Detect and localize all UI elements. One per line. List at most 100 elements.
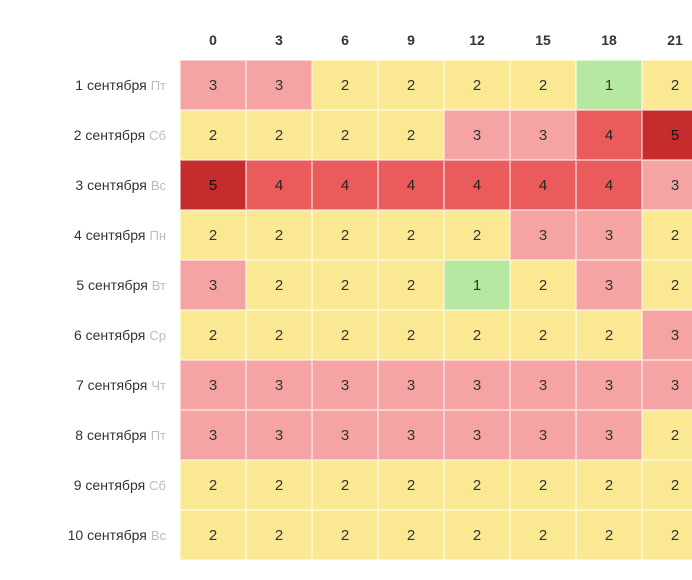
heatmap-cell: 2 — [642, 410, 692, 460]
row-label: 8 сентябряПт — [20, 410, 180, 460]
row-date: 8 сентября — [75, 427, 146, 443]
heatmap-cell: 3 — [444, 360, 510, 410]
row-date: 7 сентября — [76, 377, 147, 393]
heatmap-cell: 2 — [378, 510, 444, 560]
heatmap-cell: 2 — [378, 260, 444, 310]
heatmap-cell: 2 — [378, 210, 444, 260]
heatmap-cell: 2 — [576, 310, 642, 360]
heatmap-cell: 2 — [642, 210, 692, 260]
row-label: 1 сентября Пт — [20, 60, 180, 110]
heatmap-cell: 4 — [444, 160, 510, 210]
heatmap-cell: 4 — [576, 110, 642, 160]
heatmap-cell: 2 — [378, 310, 444, 360]
row-date: 9 сентября — [74, 477, 145, 493]
row-label: 7 сентября Чт — [20, 360, 180, 410]
heatmap-cell: 4 — [246, 160, 312, 210]
heatmap-cell: 2 — [642, 510, 692, 560]
row-label: 2 сентябряСб — [20, 110, 180, 160]
row-dow: Ср — [149, 328, 166, 343]
heatmap-cell: 4 — [312, 160, 378, 210]
heatmap-cell: 2 — [576, 460, 642, 510]
heatmap-cell: 3 — [180, 260, 246, 310]
row-date: 1 сентября — [75, 77, 146, 93]
heatmap-cell: 5 — [642, 110, 692, 160]
heatmap-cell: 3 — [180, 360, 246, 410]
heatmap-cell: 2 — [378, 110, 444, 160]
row-date: 5 сентября — [76, 277, 147, 293]
column-header: 18 — [576, 20, 642, 60]
row-label: 5 сентября Вт — [20, 260, 180, 310]
heatmap-cell: 2 — [312, 460, 378, 510]
row-date: 3 сентября — [75, 177, 146, 193]
heatmap-cell: 3 — [510, 110, 576, 160]
column-header: 3 — [246, 20, 312, 60]
heatmap-cell: 3 — [246, 410, 312, 460]
heatmap-cell: 2 — [510, 60, 576, 110]
heatmap-cell: 3 — [378, 410, 444, 460]
row-dow: Вс — [151, 178, 166, 193]
heatmap-cell: 3 — [576, 360, 642, 410]
column-header: 21 — [642, 20, 692, 60]
heatmap-cell: 3 — [312, 360, 378, 410]
column-header: 0 — [180, 20, 246, 60]
heatmap-cell: 3 — [510, 360, 576, 410]
heatmap-cell: 2 — [312, 110, 378, 160]
column-header: 6 — [312, 20, 378, 60]
row-label: 4 сентябряПн — [20, 210, 180, 260]
heatmap-cell: 2 — [246, 110, 312, 160]
heatmap-cell: 2 — [510, 460, 576, 510]
heatmap-cell: 3 — [642, 360, 692, 410]
heatmap-cell: 2 — [180, 510, 246, 560]
row-date: 2 сентября — [74, 127, 145, 143]
heatmap-cell: 2 — [576, 510, 642, 560]
column-header: 15 — [510, 20, 576, 60]
heatmap-cell: 2 — [312, 60, 378, 110]
heatmap-cell: 2 — [444, 60, 510, 110]
row-dow: Пт — [151, 78, 166, 93]
heatmap-cell: 4 — [378, 160, 444, 210]
heatmap-cell: 3 — [510, 210, 576, 260]
heatmap-cell: 4 — [510, 160, 576, 210]
heatmap-cell: 2 — [642, 460, 692, 510]
heatmap-cell: 3 — [576, 410, 642, 460]
heatmap-cell: 2 — [444, 460, 510, 510]
heatmap-cell: 3 — [180, 410, 246, 460]
heatmap-cell: 2 — [180, 110, 246, 160]
row-dow: Вс — [151, 528, 166, 543]
row-dow: Сб — [149, 478, 166, 493]
heatmap-cell: 3 — [246, 60, 312, 110]
heatmap-cell: 3 — [444, 110, 510, 160]
heatmap-cell: 2 — [312, 210, 378, 260]
heatmap-cell: 2 — [312, 310, 378, 360]
row-label: 9 сентября Сб — [20, 460, 180, 510]
heatmap-cell: 2 — [510, 260, 576, 310]
heatmap-cell: 3 — [576, 210, 642, 260]
heatmap-cell: 3 — [246, 360, 312, 410]
row-dow: Чт — [151, 378, 166, 393]
heatmap-cell: 2 — [378, 60, 444, 110]
row-dow: Вт — [152, 278, 166, 293]
heatmap-cell: 3 — [642, 160, 692, 210]
row-label: 10 сентября Вс — [20, 510, 180, 560]
row-dow: Пн — [149, 228, 166, 243]
heatmap-cell: 3 — [576, 260, 642, 310]
heatmap-cell: 4 — [576, 160, 642, 210]
heatmap-cell: 5 — [180, 160, 246, 210]
heatmap-cell: 2 — [246, 510, 312, 560]
heatmap-cell: 2 — [312, 260, 378, 310]
column-header: 12 — [444, 20, 510, 60]
header-corner — [20, 20, 180, 60]
heatmap-cell: 2 — [246, 310, 312, 360]
row-date: 10 сентября — [68, 527, 147, 543]
heatmap-cell: 2 — [180, 460, 246, 510]
heatmap-cell: 3 — [180, 60, 246, 110]
heatmap-cell: 2 — [444, 510, 510, 560]
heatmap-cell: 2 — [642, 60, 692, 110]
heatmap-cell: 2 — [642, 260, 692, 310]
heatmap-cell: 1 — [576, 60, 642, 110]
heatmap-cell: 2 — [180, 210, 246, 260]
column-header: 9 — [378, 20, 444, 60]
heatmap-cell: 3 — [378, 360, 444, 410]
heatmap-cell: 3 — [444, 410, 510, 460]
heatmap-cell: 1 — [444, 260, 510, 310]
